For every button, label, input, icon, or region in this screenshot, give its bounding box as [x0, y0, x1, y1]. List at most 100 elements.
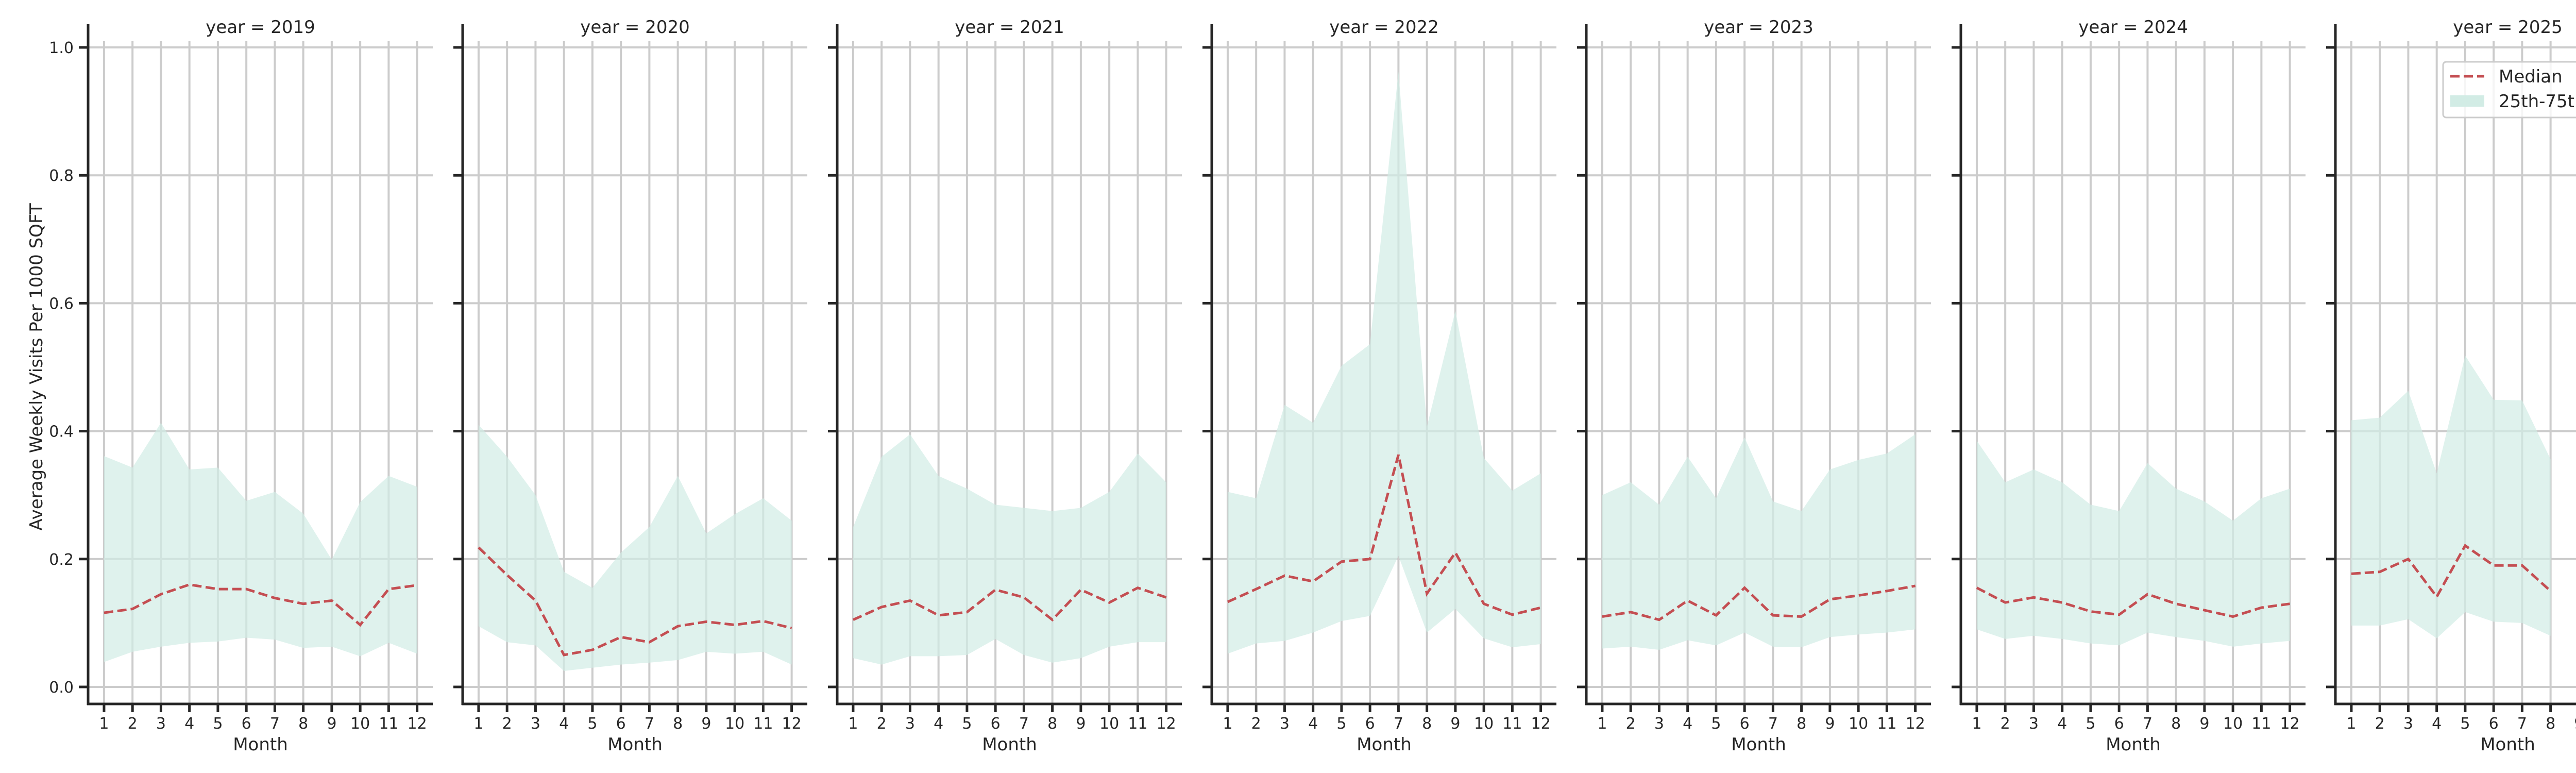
x-tick-label: 2 [1626, 715, 1636, 733]
x-tick-label: 9 [1825, 715, 1835, 733]
x-tick-label: 1 [848, 715, 858, 733]
x-tick-label: 4 [184, 715, 194, 733]
x-tick-label: 10 [2223, 715, 2243, 733]
x-tick-label: 3 [1654, 715, 1664, 733]
x-tick-label: 1 [1597, 715, 1607, 733]
x-tick-label: 12 [782, 715, 802, 733]
x-tick-label: 6 [616, 715, 626, 733]
x-tick-label: 10 [1099, 715, 1119, 733]
x-axis-label: Month [982, 734, 1037, 755]
median-line [1976, 586, 2290, 618]
x-tick-label: 5 [1711, 715, 1721, 733]
x-tick-label: 3 [905, 715, 915, 733]
x-tick-label: 11 [753, 715, 773, 733]
x-tick-label: 8 [298, 715, 308, 733]
x-tick-label: 10 [350, 715, 370, 733]
x-tick-label: 8 [2546, 715, 2555, 733]
x-tick-label: 4 [2432, 715, 2442, 733]
percentile-band [853, 434, 1166, 665]
x-tick-label: 8 [1422, 715, 1432, 733]
x-tick-label: 9 [1450, 715, 1460, 733]
x-tick-label: 12 [1531, 715, 1551, 733]
x-tick-label: 12 [1906, 715, 1925, 733]
x-tick-label: 5 [962, 715, 972, 733]
x-tick-label: 5 [213, 715, 223, 733]
x-tick-label: 6 [2489, 715, 2499, 733]
x-tick-label: 6 [242, 715, 251, 733]
panel-title: year = 2019 [206, 17, 315, 38]
percentile-band [1602, 434, 1916, 650]
x-tick-label: 5 [2460, 715, 2470, 733]
panel-title: year = 2021 [955, 17, 1064, 38]
x-tick-label: 7 [1394, 715, 1403, 733]
x-tick-label: 4 [1308, 715, 1318, 733]
y-tick-label: 1.0 [49, 39, 74, 57]
y-tick-label: 0.0 [49, 679, 74, 697]
x-tick-label: 12 [1157, 715, 1176, 733]
x-tick-label: 10 [1849, 715, 1868, 733]
x-axis-label: Month [2480, 734, 2535, 755]
legend: Median 25th-75th Percentile [2442, 61, 2576, 119]
x-tick-label: 2 [2001, 715, 2010, 733]
x-tick-label: 10 [725, 715, 744, 733]
x-axis-label: Month [233, 734, 288, 755]
legend-median-label: Median [2499, 66, 2563, 87]
x-tick-label: 2 [2375, 715, 2385, 733]
x-tick-label: 5 [2086, 715, 2095, 733]
x-tick-label: 4 [1683, 715, 1692, 733]
panel-title: year = 2024 [2078, 17, 2188, 38]
median-line [1227, 454, 1541, 616]
x-tick-label: 8 [2171, 715, 2181, 733]
y-tick-label: 0.8 [49, 167, 74, 185]
x-tick-label: 6 [991, 715, 1001, 733]
median-line [478, 546, 792, 657]
median-line [852, 586, 1167, 622]
percentile-band [1227, 72, 1541, 654]
x-tick-label: 6 [2114, 715, 2124, 733]
x-tick-label: 9 [327, 715, 336, 733]
x-tick-label: 1 [2346, 715, 2356, 733]
y-axis-label: Average Weekly Visits Per 1000 SQFT [26, 203, 47, 531]
x-tick-label: 11 [2251, 715, 2271, 733]
y-tick-label: 0.6 [49, 295, 74, 313]
x-tick-label: 9 [2199, 715, 2209, 733]
x-tick-label: 8 [1047, 715, 1057, 733]
x-tick-label: 2 [128, 715, 138, 733]
x-tick-label: 6 [1740, 715, 1750, 733]
x-tick-label: 5 [587, 715, 597, 733]
median-line [1602, 584, 1916, 621]
x-tick-label: 4 [559, 715, 569, 733]
x-tick-label: 7 [2517, 715, 2527, 733]
x-tick-label: 1 [473, 715, 483, 733]
x-tick-label: 11 [1877, 715, 1896, 733]
legend-band-swatch [2450, 95, 2484, 107]
x-tick-label: 4 [934, 715, 943, 733]
x-tick-label: 11 [379, 715, 398, 733]
panel-title: year = 2023 [1704, 17, 1813, 38]
x-tick-label: 12 [2280, 715, 2300, 733]
x-tick-label: 2 [877, 715, 887, 733]
x-tick-label: 1 [1223, 715, 1232, 733]
x-tick-label: 2 [1251, 715, 1261, 733]
x-tick-label: 2 [502, 715, 512, 733]
median-line [104, 583, 417, 627]
x-axis-label: Month [607, 734, 663, 755]
x-tick-label: 9 [701, 715, 711, 733]
x-tick-label: 7 [1768, 715, 1778, 733]
x-tick-label: 9 [1076, 715, 1086, 733]
panel-title: year = 2025 [2453, 17, 2562, 38]
x-tick-label: 7 [2143, 715, 2153, 733]
x-tick-label: 1 [99, 715, 109, 733]
percentile-band [478, 425, 792, 671]
x-tick-label: 9 [2574, 715, 2576, 733]
x-tick-label: 3 [156, 715, 166, 733]
median-line [2351, 544, 2552, 599]
x-tick-label: 4 [2057, 715, 2067, 733]
panel-title: year = 2020 [580, 17, 689, 38]
x-tick-label: 10 [1474, 715, 1494, 733]
